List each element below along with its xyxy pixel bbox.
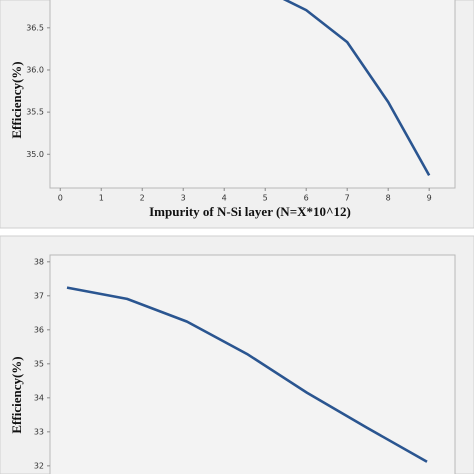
x-tick-label: 1 <box>99 194 104 203</box>
y-tick-label: 35.5 <box>26 108 44 117</box>
x-tick-label: 7 <box>345 194 350 203</box>
plot-area <box>49 0 456 189</box>
x-tick-label: 5 <box>263 194 268 203</box>
y-tick-label: 32 <box>34 461 44 470</box>
y-axis-label: Efficiency(%) <box>9 356 24 433</box>
y-tick-label: 37 <box>34 291 44 300</box>
x-tick-label: 0 <box>58 194 63 203</box>
data-line <box>282 0 431 176</box>
x-tick-label: 6 <box>304 194 309 203</box>
y-tick-label: 34 <box>34 393 44 402</box>
x-tick-label: 8 <box>386 194 391 203</box>
y-tick-label: 38 <box>34 257 44 266</box>
x-tick-label: 4 <box>222 194 227 203</box>
y-tick-label: 35.0 <box>26 150 44 159</box>
x-tick-label: 9 <box>427 194 432 203</box>
y-tick-label: 36.0 <box>26 65 44 74</box>
plot-area <box>49 254 456 474</box>
x-tick-label: 3 <box>181 194 186 203</box>
y-tick-label: 36.5 <box>26 23 44 32</box>
y-tick-label: 33 <box>34 427 44 436</box>
x-axis-label: Impurity of N-Si layer (N=X*10^12) <box>149 204 351 219</box>
y-tick-label: 36 <box>34 325 44 334</box>
y-axis-label: Efficiency(%) <box>9 61 24 138</box>
x-tick-label: 2 <box>140 194 145 203</box>
y-tick-label: 35 <box>34 359 44 368</box>
data-line <box>66 286 428 463</box>
